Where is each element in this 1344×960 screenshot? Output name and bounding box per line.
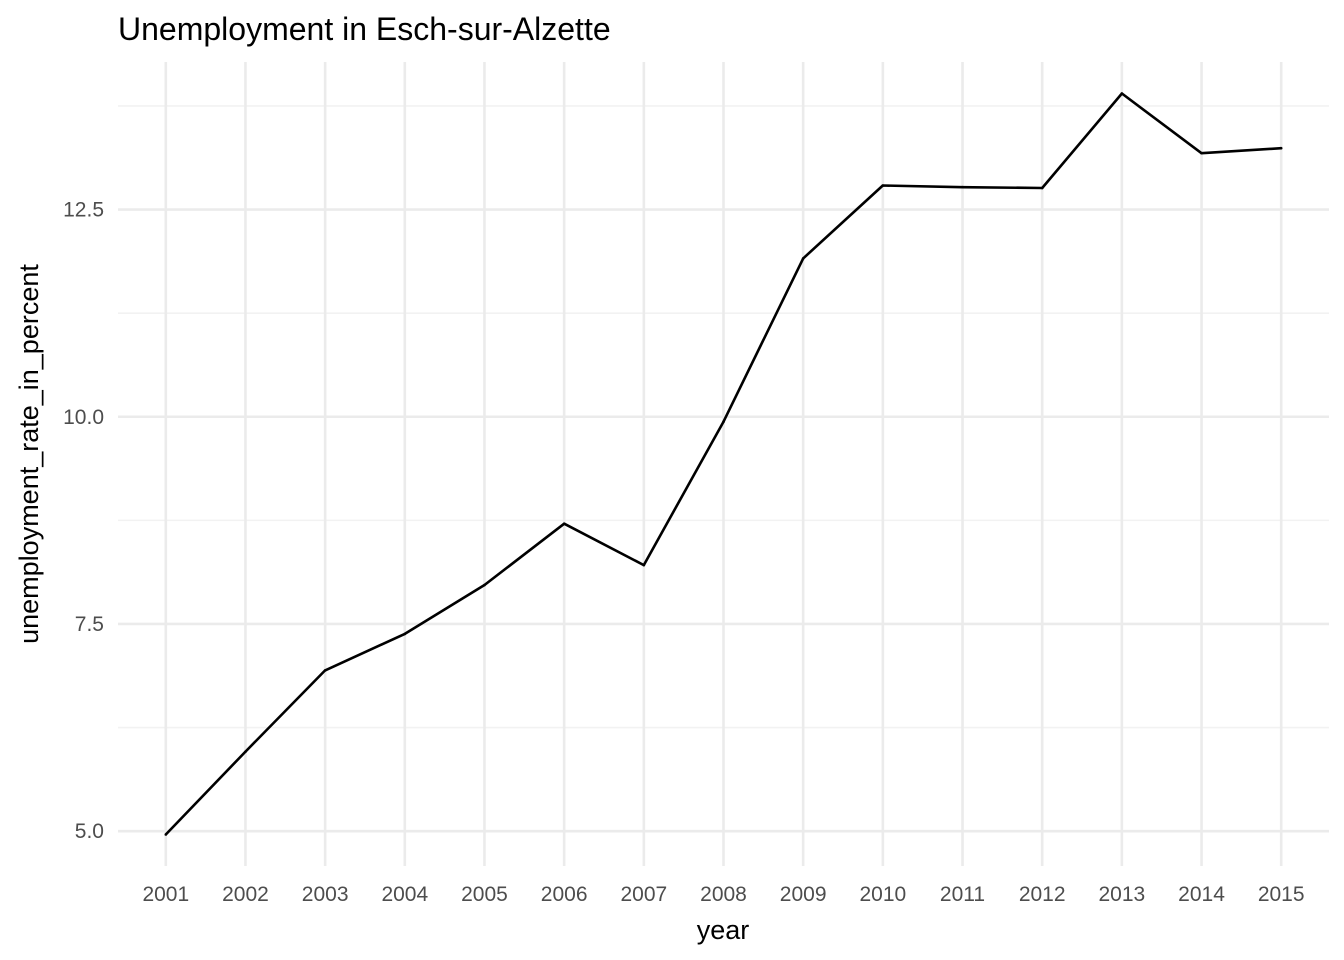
x-axis-title: year <box>697 915 750 945</box>
x-tick-label: 2007 <box>620 883 667 906</box>
data-point <box>1200 151 1203 155</box>
y-axis-title: unemployment_rate_in_percent <box>14 264 44 644</box>
data-point <box>323 669 327 672</box>
major-gridlines <box>118 62 1329 866</box>
x-tick-label: 2009 <box>780 883 827 906</box>
x-tick-label: 2005 <box>461 883 508 906</box>
x-tick-label: 2006 <box>541 883 588 906</box>
data-point <box>801 257 805 260</box>
x-tick-label: 2013 <box>1098 883 1145 906</box>
data-point <box>881 184 885 187</box>
x-tick-label: 2010 <box>859 883 906 906</box>
data-point <box>403 632 407 636</box>
data-point <box>961 185 964 189</box>
x-tick-label: 2003 <box>302 883 349 906</box>
x-tick-label: 2015 <box>1258 883 1305 906</box>
data-point <box>562 522 566 525</box>
y-tick-label: 10.0 <box>63 406 104 429</box>
chart-title: Unemployment in Esch-sur-Alzette <box>118 11 611 47</box>
data-point <box>642 563 646 567</box>
x-axis-tick-labels: 2001 2002 2003 2004 2005 2006 2007 2008 2009 2010… <box>142 883 1304 906</box>
x-tick-label: 2008 <box>700 883 747 906</box>
x-tick-label: 2001 <box>142 883 189 906</box>
data-point <box>1040 186 1044 190</box>
data-point <box>1279 146 1283 150</box>
x-tick-label: 2014 <box>1178 883 1225 906</box>
data-point <box>164 833 168 836</box>
y-tick-label: 7.5 <box>75 613 104 636</box>
y-tick-label: 5.0 <box>75 820 104 843</box>
data-point <box>722 420 725 424</box>
series-layer <box>164 92 1283 836</box>
x-tick-label: 2002 <box>222 883 269 906</box>
x-tick-label: 2004 <box>381 883 428 906</box>
y-axis-tick-labels: 5.0 7.5 10.0 12.5 <box>63 199 104 844</box>
data-point <box>244 750 247 753</box>
x-tick-label: 2011 <box>940 883 985 906</box>
data-point <box>1120 92 1124 95</box>
data-point <box>483 583 486 587</box>
x-tick-label: 2012 <box>1019 883 1066 906</box>
y-tick-label: 12.5 <box>63 199 104 222</box>
